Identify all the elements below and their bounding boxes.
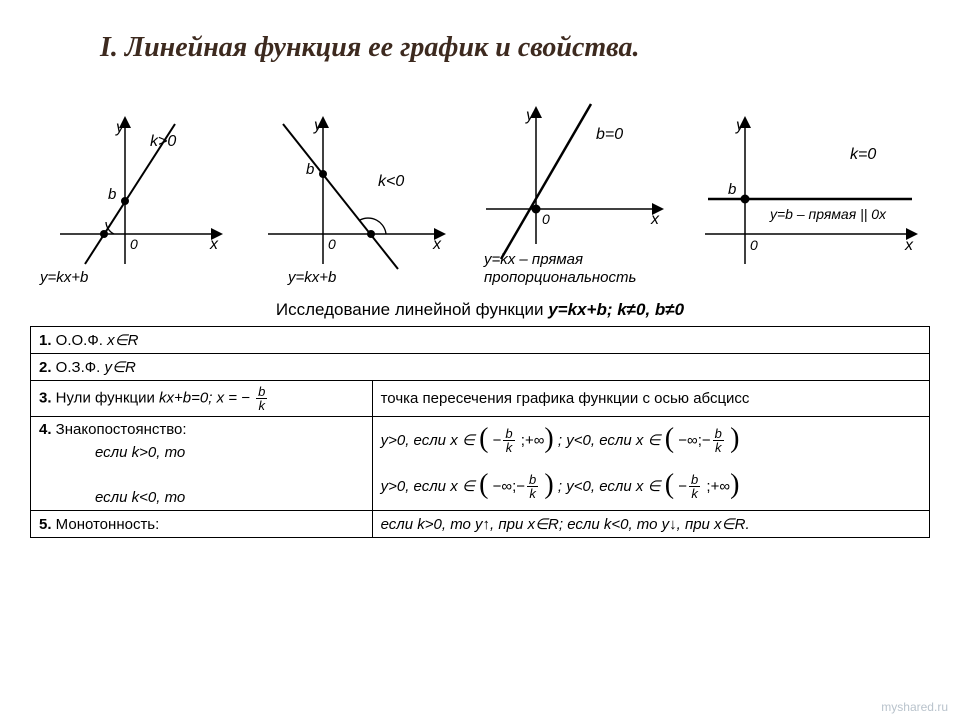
row-num: 4. — [39, 421, 52, 438]
graph-k-zero: y k=0 b 0 x y=b – прямая || 0x — [690, 104, 930, 294]
fraction: bk — [256, 385, 267, 412]
cond-label: k>0 — [150, 133, 176, 150]
svg-text:x: x — [904, 237, 914, 254]
row-num: 2. — [39, 359, 52, 376]
svg-text:k<0: k<0 — [378, 173, 404, 190]
table-row: 1. О.О.Ф. x∈R — [31, 327, 930, 354]
row-set: x∈R — [107, 332, 138, 349]
monotone-desc: если k>0, то y↑, при x∈R; если k<0, то y… — [372, 511, 929, 538]
svg-text:x: x — [432, 236, 442, 253]
footer-watermark: myshared.ru — [881, 700, 948, 714]
row-num: 5. — [39, 516, 52, 533]
sign-row-a: y>0, если x ∈ ( −bk ;+∞) ; y<0, если x ∈… — [381, 425, 921, 457]
graph-k-positive: y k>0 b 0 x y=kx+b — [30, 104, 244, 294]
table-row: 5. Монотонность: если k>0, то y↑, при x∈… — [31, 511, 930, 538]
eq-label: y=kx+b — [39, 269, 88, 286]
svg-text:y: y — [735, 117, 745, 134]
x-axis-label: x — [209, 236, 219, 253]
row-text: Нули функции — [52, 389, 160, 406]
graph-b-zero: y b=0 0 x y=kx – прямая пропорциональнос… — [466, 94, 686, 294]
svg-text:пропорциональность: пропорциональность — [484, 269, 637, 286]
row-text: О.З.Ф. — [52, 359, 105, 376]
table-row: 4. Знакопостоянство: если k>0, то если k… — [31, 417, 930, 511]
row-text: О.О.Ф. — [52, 332, 108, 349]
row-text: Монотонность: — [52, 516, 160, 533]
svg-text:y=kx – прямая: y=kx – прямая — [483, 251, 583, 268]
graph-row: y k>0 b 0 x y=kx+b y k<0 — [30, 94, 930, 294]
svg-text:y=b – прямая || 0x: y=b – прямая || 0x — [769, 206, 887, 222]
row-num: 3. — [39, 389, 52, 406]
svg-text:0: 0 — [750, 237, 758, 253]
svg-text:b: b — [728, 181, 736, 198]
graph-k-negative: y k<0 b 0 x y=kx+b — [248, 104, 462, 294]
svg-text:x: x — [650, 211, 660, 228]
origin-label: 0 — [130, 236, 138, 252]
cond-a: если k>0, то — [39, 444, 364, 461]
table-row: 2. О.З.Ф. y∈R — [31, 354, 930, 381]
row-eq: kx+b=0; — [159, 389, 217, 406]
svg-text:b: b — [306, 161, 314, 178]
svg-text:y: y — [313, 117, 323, 134]
properties-table: 1. О.О.Ф. x∈R 2. О.З.Ф. y∈R 3. Нули функ… — [30, 326, 930, 538]
row-set: y∈R — [104, 359, 135, 376]
table-row: 3. Нули функции kx+b=0; x = − bk точка п… — [31, 381, 930, 417]
svg-text:0: 0 — [328, 236, 336, 252]
row-desc: точка пересечения графика функции с осью… — [372, 381, 929, 417]
y-axis-label: y — [115, 119, 125, 136]
svg-text:y=kx+b: y=kx+b — [287, 269, 336, 286]
cond-b: если k<0, то — [39, 489, 364, 506]
row-num: 1. — [39, 332, 52, 349]
content-panel: y k>0 b 0 x y=kx+b y k<0 — [0, 74, 960, 548]
row-text: Знакопостоянство: — [52, 421, 187, 438]
svg-text:k=0: k=0 — [850, 146, 876, 163]
page-title: I. Линейная функция ее график и свойства… — [100, 32, 920, 64]
sign-row-b: y>0, если x ∈ ( −∞;−bk ) ; y<0, если x ∈… — [381, 471, 921, 503]
svg-text:0: 0 — [542, 211, 550, 227]
x-equals: x = − — [217, 389, 250, 406]
table-caption: Исследование линейной функции y=kx+b; k≠… — [30, 300, 930, 320]
b-label: b — [108, 186, 116, 203]
svg-text:b=0: b=0 — [596, 126, 623, 143]
caption-eq: y=kx+b; k≠0, b≠0 — [548, 300, 684, 319]
caption-text: Исследование линейной функции — [276, 300, 548, 319]
svg-text:y: y — [525, 107, 535, 124]
